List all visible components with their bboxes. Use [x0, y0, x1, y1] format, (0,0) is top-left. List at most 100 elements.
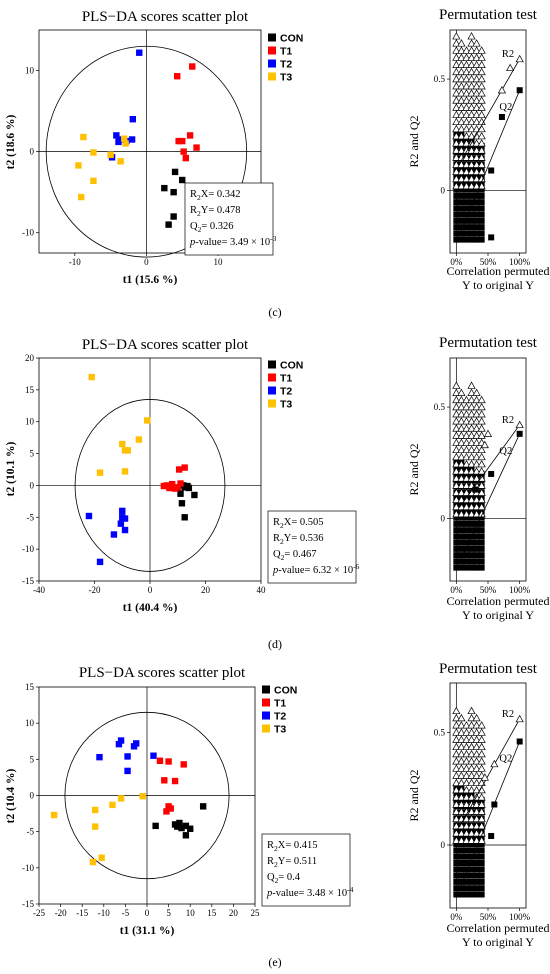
permuted-r2-point: [457, 395, 466, 404]
permuted-r2-point: [467, 74, 476, 83]
permuted-q2-point: [468, 552, 475, 559]
data-point-t1: [161, 777, 168, 784]
permuted-q2-point: [458, 236, 465, 243]
permuted-q2-point: [468, 186, 475, 193]
permuted-r2-point: [462, 46, 471, 54]
permuted-q2-point: [468, 866, 475, 873]
permuted-r2-point: [457, 836, 466, 844]
permuted-r2-point: [477, 74, 486, 83]
permuted-q2-point: [453, 186, 460, 193]
permuted-r2-point: [477, 81, 486, 90]
permuted-q2-point: [458, 885, 465, 892]
permuted-r2-point: [472, 431, 481, 439]
permuted-r2-point: [452, 814, 461, 823]
permuted-r2-point: [477, 167, 486, 175]
permuted-r2-point: [477, 814, 486, 823]
data-point-t3: [96, 469, 104, 476]
permuted-q2-point: [463, 872, 470, 879]
permuted-r2-point: [477, 757, 486, 765]
permuted-r2-point: [472, 395, 481, 404]
permuted-r2-point: [472, 409, 481, 418]
data-point-con: [191, 491, 198, 499]
permuted-q2-point: [468, 199, 475, 206]
permuted-r2-point: [467, 721, 476, 729]
permuted-r2-point: [452, 74, 461, 83]
permuted-q2-point: [453, 224, 460, 231]
permuted-r2-point: [462, 778, 471, 787]
data-point-t3: [78, 193, 85, 201]
permuted-r2-point: [457, 800, 466, 808]
permuted-r2-point: [467, 814, 476, 823]
r2-point: [480, 773, 489, 781]
permuted-r2-point: [477, 459, 486, 468]
data-point-t3: [119, 440, 126, 448]
permuted-r2-point: [462, 89, 471, 97]
permuted-r2-point: [472, 139, 481, 147]
permuted-q2-point: [463, 205, 470, 212]
x-tick-label: -20: [89, 585, 101, 595]
permuted-r2-point: [452, 438, 461, 446]
permuted-r2-point: [477, 60, 486, 68]
data-point-t1: [165, 758, 172, 765]
permuted-q2-point: [458, 878, 465, 885]
permuted-q2-point: [468, 527, 475, 534]
permuted-q2-point: [478, 872, 485, 879]
permuted-r2-point: [462, 409, 471, 418]
q2-point: [472, 486, 479, 493]
permuted-r2-point: [452, 474, 461, 482]
y-axis-label: R2 and Q2: [407, 116, 421, 168]
permuted-r2-point: [452, 467, 461, 475]
permuted-r2-point: [457, 771, 466, 779]
y-tick-label: -10: [22, 544, 34, 554]
permuted-r2-point: [457, 103, 466, 111]
x-tick-label: 15: [207, 908, 217, 918]
permuted-r2-point: [462, 474, 471, 482]
x-tick-label: 10: [186, 908, 196, 918]
permuted-r2-point: [462, 438, 471, 446]
permuted-q2-point: [453, 514, 460, 521]
data-point-con: [171, 168, 179, 176]
data-point-t1: [166, 484, 173, 492]
data-point-con: [182, 832, 190, 839]
stats-line: R2Y= 0.536: [273, 533, 324, 546]
permuted-r2-point: [472, 417, 481, 425]
permuted-q2-point: [453, 545, 460, 552]
permuted-r2-point: [467, 742, 476, 751]
permuted-r2-point: [462, 103, 471, 111]
permuted-q2-point: [478, 186, 485, 193]
y-tick-label: 0.5: [434, 74, 446, 84]
legend-marker-t3: [262, 724, 270, 733]
permuted-q2-point: [468, 236, 475, 243]
permuted-q2-point: [473, 564, 480, 571]
permuted-r2-point: [457, 431, 466, 439]
permuted-q2-point: [473, 224, 480, 231]
data-point-con: [161, 184, 168, 192]
permuted-r2-point: [452, 46, 461, 54]
data-point-t1: [189, 63, 196, 70]
permuted-r2-point: [452, 395, 461, 404]
data-point-t1: [193, 144, 200, 151]
permuted-r2-point: [457, 402, 466, 411]
permuted-r2-point: [457, 713, 466, 722]
permuted-r2-point: [477, 402, 486, 411]
data-point-t1: [169, 480, 176, 488]
permuted-r2-point: [472, 74, 481, 83]
permuted-r2-point: [477, 800, 486, 808]
permuted-r2-point: [472, 459, 481, 468]
permuted-r2-point: [452, 146, 461, 154]
permuted-r2-point: [477, 96, 486, 104]
permuted-q2-point: [458, 205, 465, 212]
data-point-t2: [113, 132, 120, 139]
permuted-q2-point: [478, 533, 485, 540]
permuted-q2-point: [453, 891, 460, 898]
permuted-r2-point: [477, 131, 486, 140]
r2-point: [515, 420, 524, 429]
permuted-r2-point: [472, 778, 481, 787]
permuted-r2-point: [462, 735, 471, 743]
permuted-r2-point: [467, 60, 476, 68]
permuted-q2-point: [453, 230, 460, 237]
legend-label-t3: T3: [274, 724, 286, 736]
permuted-r2-point: [452, 800, 461, 808]
permuted-r2-point: [477, 721, 486, 729]
permuted-q2-point: [468, 520, 475, 527]
